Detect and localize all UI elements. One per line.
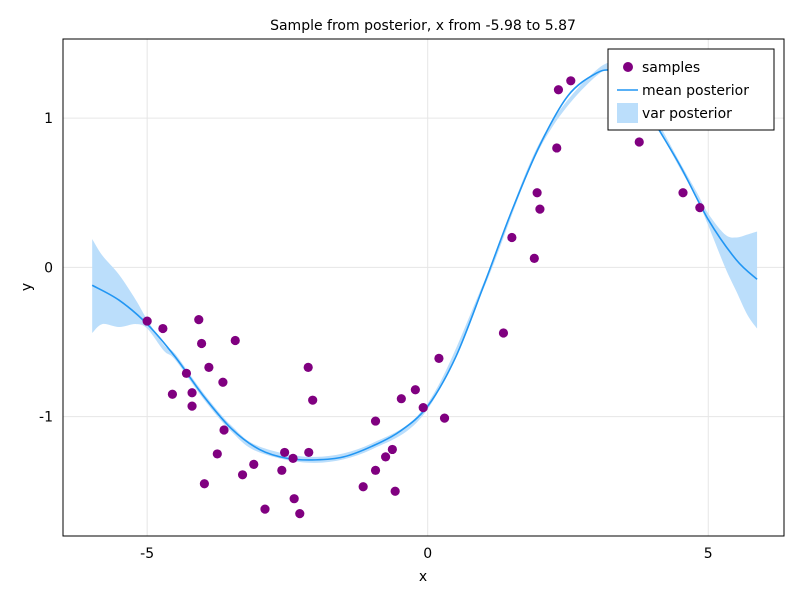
sample-point — [167, 389, 178, 399]
sample-point — [507, 232, 517, 243]
sample-point — [219, 425, 229, 435]
legend-samples-label: samples — [642, 60, 700, 76]
y-axis-label: y — [19, 283, 35, 291]
sample-point — [553, 85, 564, 95]
sample-point — [634, 137, 644, 147]
sample-point — [566, 76, 576, 86]
legend-samples-marker — [623, 62, 633, 72]
plot-frame — [62, 38, 785, 537]
sample-point — [695, 203, 705, 213]
sample-point — [187, 388, 197, 398]
sample-point — [142, 316, 152, 326]
sample-point — [289, 494, 299, 504]
sample-point — [532, 188, 542, 198]
sample-point — [277, 465, 287, 475]
samples-layer — [142, 76, 705, 519]
x-tick-label: 5 — [704, 546, 713, 562]
sample-point — [439, 413, 450, 423]
axis-ticks: -5 0 5 -1 0 1 — [39, 111, 713, 562]
sample-point — [158, 323, 168, 334]
legend-var-swatch — [617, 103, 638, 123]
sample-point — [535, 204, 545, 214]
sample-point — [387, 444, 397, 455]
sample-point — [194, 314, 204, 325]
sample-point — [552, 143, 562, 153]
legend-var-label: var posterior — [642, 106, 732, 122]
x-axis-label: x — [419, 569, 427, 585]
y-tick-label: 0 — [44, 260, 53, 276]
sample-point — [249, 459, 259, 469]
sample-point — [529, 253, 539, 263]
sample-point — [303, 362, 313, 372]
sample-point — [295, 509, 305, 519]
legend: samples mean posterior var posterior — [607, 48, 775, 131]
sample-point — [304, 447, 314, 458]
sample-point — [370, 416, 381, 426]
sample-point — [199, 479, 209, 489]
sample-point — [237, 470, 248, 480]
sample-point — [187, 401, 197, 411]
sample-point — [396, 394, 406, 404]
chart-title: Sample from posterior, x from -5.98 to 5… — [270, 18, 576, 34]
sample-point — [288, 453, 298, 463]
sample-point — [381, 452, 391, 462]
sample-point — [260, 504, 270, 514]
sample-point — [678, 188, 688, 198]
sample-point — [196, 338, 207, 349]
y-tick-label: -1 — [39, 410, 53, 426]
sample-point — [358, 482, 368, 492]
sample-point — [418, 403, 428, 413]
sample-point — [390, 486, 400, 496]
sample-point — [280, 447, 290, 458]
sample-point — [498, 328, 509, 338]
sample-point — [218, 377, 228, 387]
legend-mean-label: mean posterior — [642, 83, 749, 99]
sample-point — [212, 449, 222, 459]
x-tick-label: 0 — [423, 546, 432, 562]
sample-point — [204, 362, 214, 372]
sample-point — [181, 368, 192, 378]
sample-point — [434, 353, 444, 363]
sample-point — [230, 335, 240, 346]
sample-point — [308, 395, 318, 405]
sample-point — [410, 385, 420, 395]
x-tick-label: -5 — [140, 546, 154, 562]
sample-point — [370, 465, 381, 475]
y-tick-label: 1 — [44, 111, 53, 127]
